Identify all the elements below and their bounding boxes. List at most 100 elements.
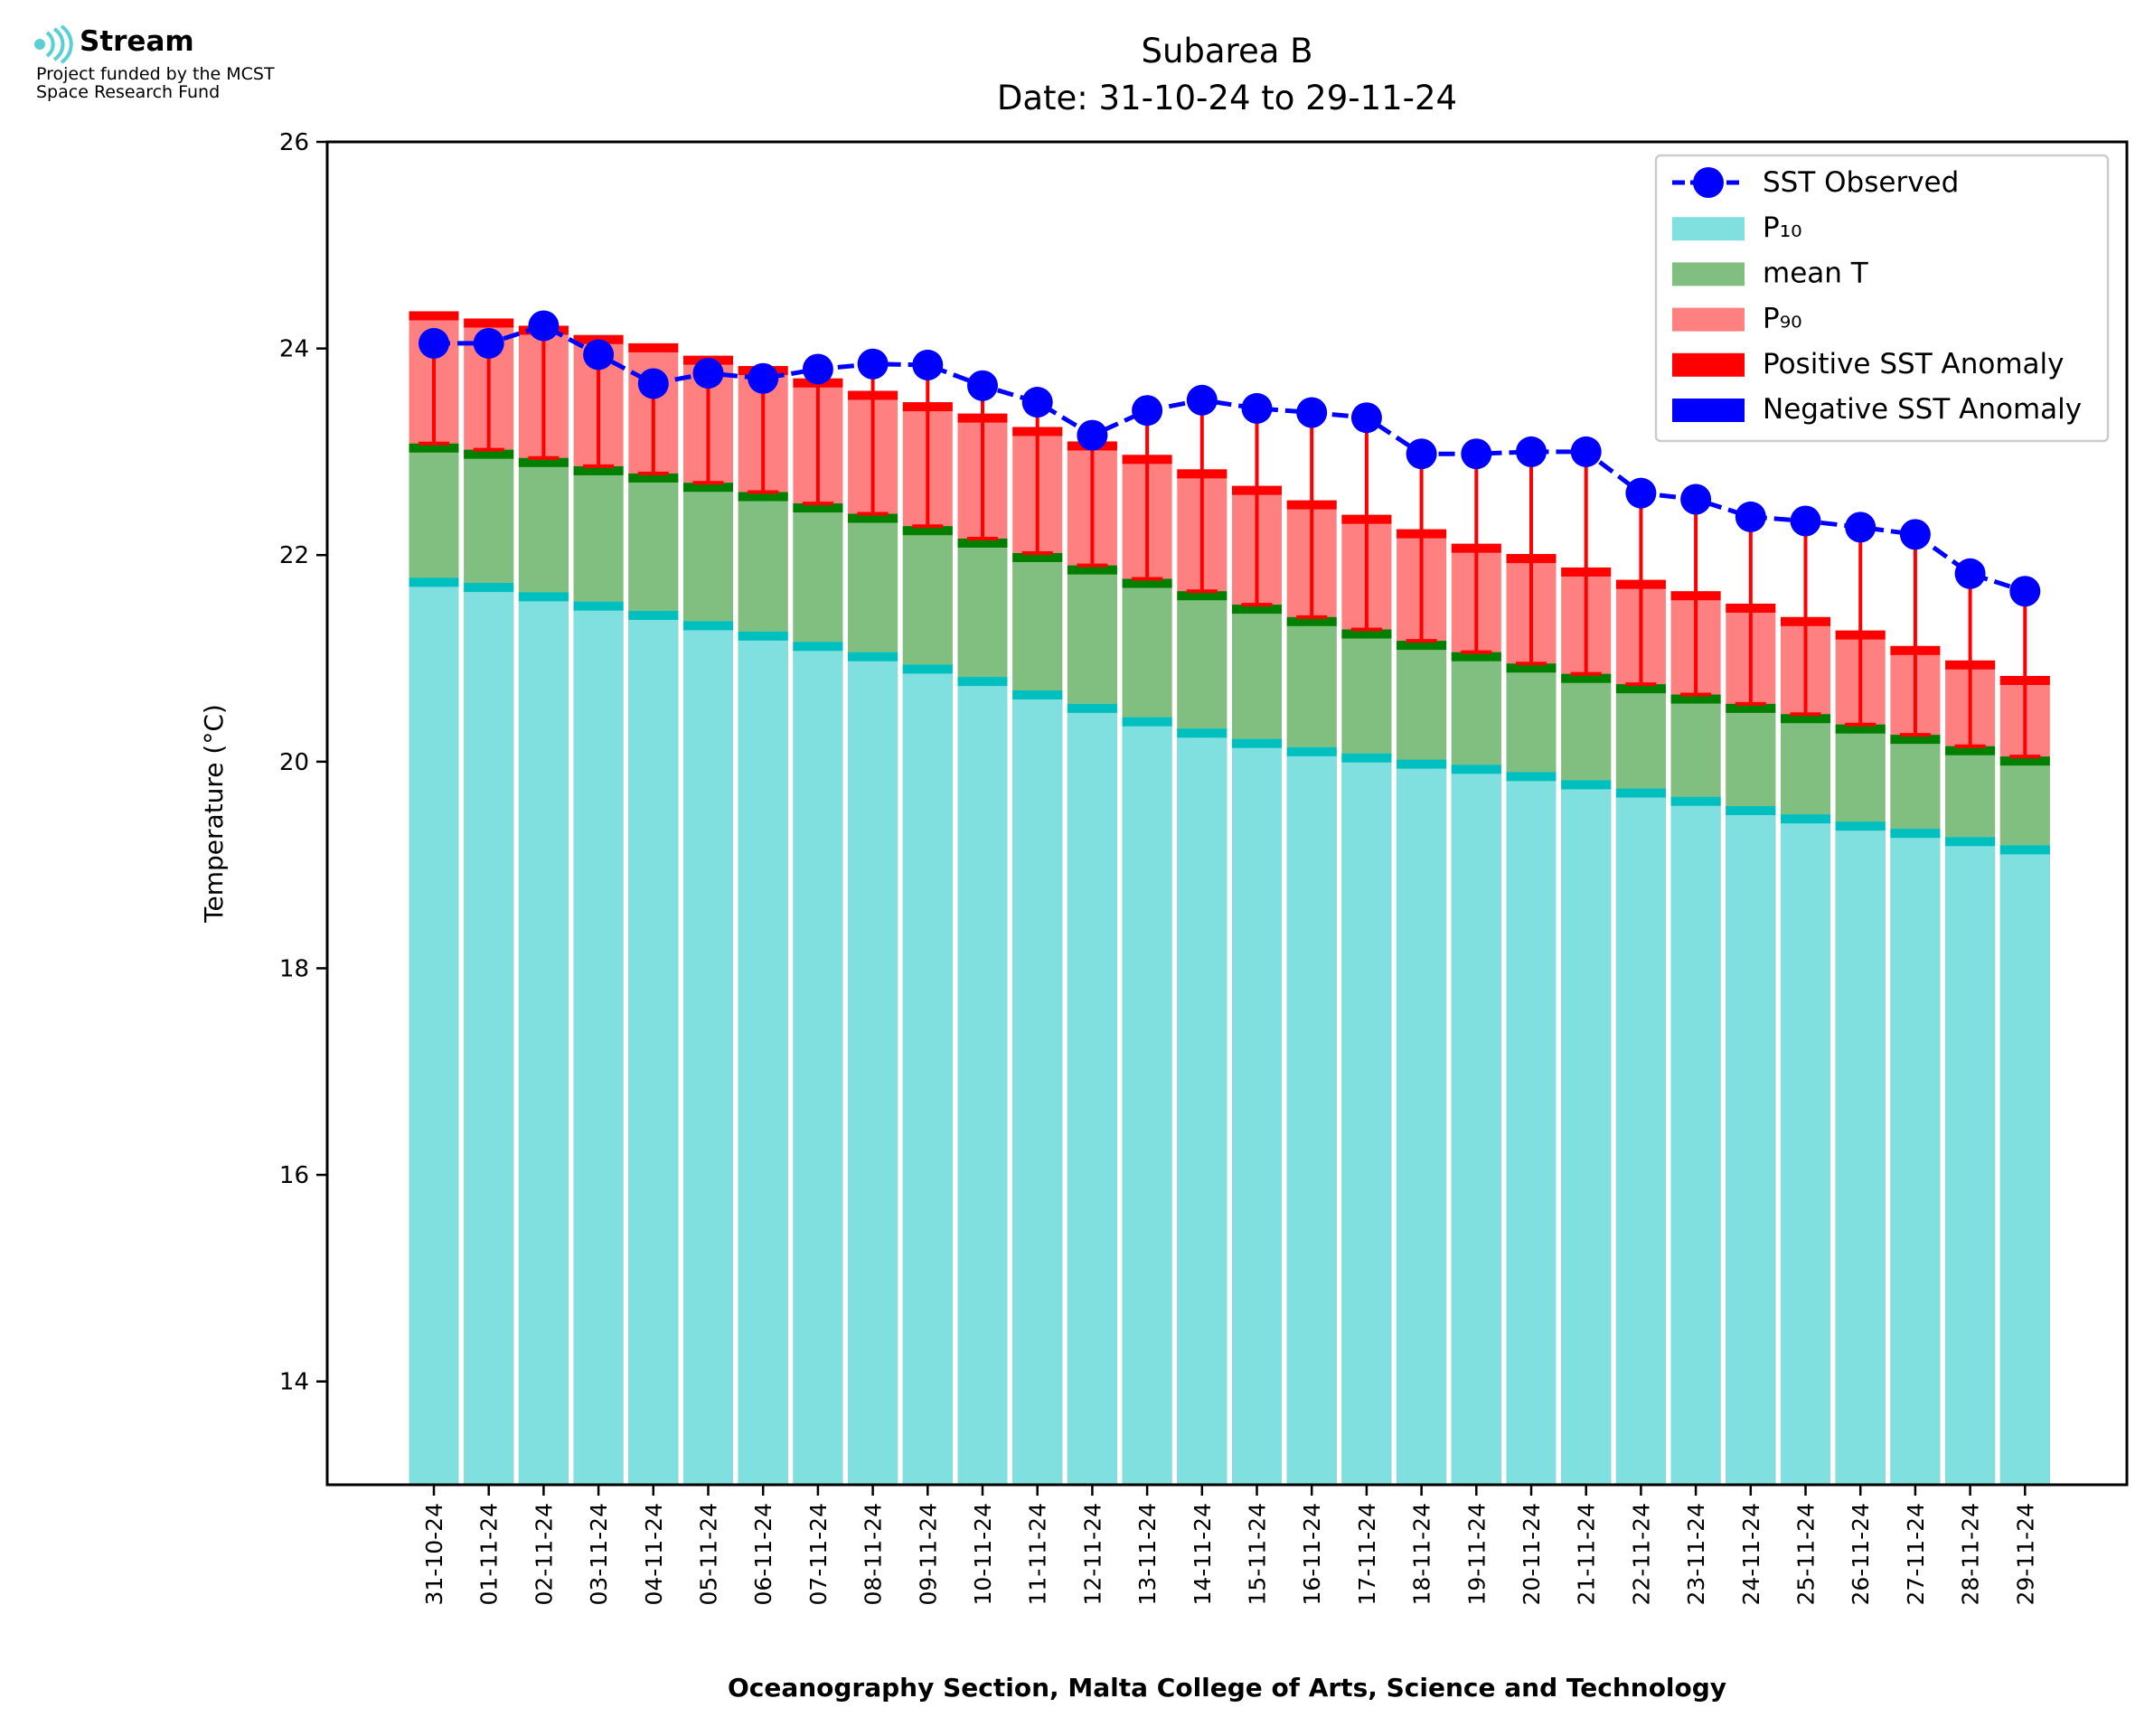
legend-box — [1654, 154, 2110, 443]
bar-edge-mean-t — [683, 483, 733, 493]
bar-edge-p10 — [628, 610, 679, 620]
bar-p10 — [683, 621, 733, 1485]
bar-p10 — [1835, 821, 1886, 1485]
bar-p10 — [1122, 717, 1172, 1485]
bar-edge-p10 — [793, 642, 843, 652]
bar-p10 — [902, 664, 953, 1485]
bar-edge-p10 — [738, 631, 788, 641]
y-tick-label: 16 — [279, 1162, 309, 1189]
bar-edge-mean-t — [409, 443, 459, 453]
bar-edge-mean-t — [902, 526, 953, 536]
y-axis-label: Temperature (°C) — [199, 704, 229, 924]
sst-observed-point — [528, 310, 560, 342]
bar-edge-p10 — [1012, 690, 1063, 699]
bar-edge-mean-t — [1561, 673, 1612, 683]
legend-label: mean T — [1763, 257, 1869, 289]
x-tick-label: 05-11-24 — [696, 1503, 722, 1605]
bar-edge-p10 — [902, 664, 953, 674]
bar-edge-mean-t — [1397, 641, 1447, 651]
bar-p10 — [1451, 765, 1501, 1485]
x-tick-label: 27-11-24 — [1903, 1503, 1929, 1605]
x-tick-label: 08-11-24 — [861, 1503, 887, 1605]
bar-edge-mean-t — [1012, 552, 1063, 562]
bar-p10 — [1999, 845, 2050, 1485]
sst-observed-point — [1680, 483, 1712, 515]
bar-p10 — [1670, 796, 1721, 1485]
bar-edge-p10 — [1451, 765, 1501, 774]
bar-edge-mean-t — [793, 503, 843, 513]
x-tick-label: 09-11-24 — [915, 1503, 941, 1605]
chart-subtitle: Date: 31-10-24 to 29-11-24 — [997, 79, 1457, 117]
bar-p10 — [1561, 780, 1612, 1485]
bar-edge-mean-t — [738, 492, 788, 502]
y-tick-label: 20 — [279, 749, 309, 776]
sst-observed-point — [1625, 477, 1657, 509]
bar-p10 — [518, 592, 569, 1485]
sst-observed-point — [1406, 438, 1437, 470]
sst-observed-point — [1132, 395, 1163, 427]
legend-swatch — [1672, 307, 1745, 332]
bar-edge-p10 — [1945, 837, 1996, 847]
legend-label: P₁₀ — [1763, 211, 1802, 244]
bar-edge-p10 — [1177, 728, 1227, 738]
bar-p10 — [409, 577, 459, 1485]
x-tick-label: 14-11-24 — [1190, 1503, 1216, 1605]
bar-edge-mean-t — [1286, 616, 1337, 626]
sst-observed-point — [1241, 392, 1273, 424]
bar-p10 — [1397, 759, 1447, 1485]
bar-edge-p10 — [1615, 788, 1666, 798]
sst-observed-point — [1186, 384, 1218, 416]
bar-edge-p10 — [1781, 814, 1830, 824]
x-tick-label: 10-11-24 — [970, 1503, 996, 1605]
bar-edge-mean-t — [1945, 746, 1996, 755]
bar-p10 — [1726, 805, 1776, 1485]
bar-edge-mean-t — [1615, 684, 1666, 694]
bar-p10 — [957, 677, 1008, 1485]
bar-p10 — [573, 601, 624, 1485]
bar-p10 — [1067, 703, 1117, 1485]
sst-observed-point — [912, 349, 944, 380]
bar-edge-p90 — [409, 311, 459, 321]
y-tick-label: 14 — [279, 1369, 309, 1396]
x-tick-label: 20-11-24 — [1519, 1503, 1545, 1605]
logo: Stream Project funded by the MCST Space … — [31, 22, 374, 121]
sst-observed-point — [1021, 387, 1053, 418]
bar-edge-p10 — [683, 621, 733, 631]
x-tick-label: 17-11-24 — [1354, 1503, 1380, 1605]
logo-name: Stream — [80, 25, 194, 58]
bar-edge-p10 — [1286, 746, 1337, 756]
bar-p10 — [628, 610, 679, 1485]
x-tick-label: 04-11-24 — [641, 1503, 667, 1605]
bar-edge-mean-t — [1781, 714, 1830, 724]
bar-p10 — [464, 583, 514, 1485]
sst-observed-point — [583, 339, 615, 371]
x-axis-label: Oceanography Section, Malta College of A… — [728, 1673, 1726, 1703]
x-tick-label: 23-11-24 — [1683, 1503, 1709, 1605]
chart-title: Subarea B — [1141, 32, 1312, 70]
x-tick-label: 03-11-24 — [586, 1503, 612, 1605]
bar-edge-p10 — [1341, 753, 1392, 763]
bar-edge-p10 — [1670, 796, 1721, 806]
bar-p10 — [1177, 728, 1227, 1485]
sst-observed-point — [473, 327, 504, 359]
legend-swatch — [1672, 352, 1745, 377]
bar-p10 — [1615, 788, 1666, 1485]
bar-edge-mean-t — [573, 465, 624, 475]
bar-edge-p10 — [464, 583, 514, 593]
bar-edge-mean-t — [1506, 663, 1557, 673]
x-tick-label: 28-11-24 — [1958, 1503, 1984, 1605]
sst-observed-point — [967, 370, 998, 401]
sst-observed-point — [1350, 402, 1382, 434]
sst-observed-point — [1899, 519, 1931, 550]
x-tick-label: 26-11-24 — [1848, 1503, 1874, 1605]
sst-observed-point — [1790, 505, 1821, 537]
x-tick-label: 15-11-24 — [1245, 1503, 1271, 1605]
bar-edge-p10 — [1506, 772, 1557, 782]
y-tick-label: 26 — [279, 129, 309, 156]
bar-edge-p10 — [409, 577, 459, 587]
x-tick-label: 16-11-24 — [1299, 1503, 1325, 1605]
bar-edge-mean-t — [1890, 735, 1941, 745]
stream-logo-icon — [34, 24, 73, 64]
bar-edge-mean-t — [1122, 578, 1172, 588]
